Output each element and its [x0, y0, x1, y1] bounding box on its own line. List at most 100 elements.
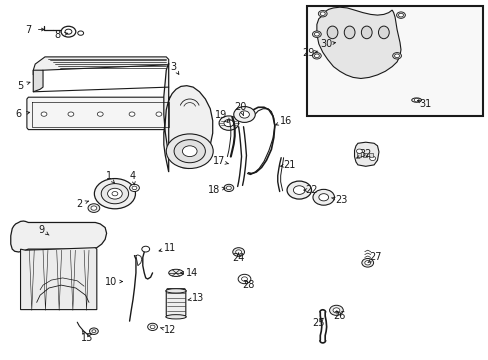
Text: 32: 32: [359, 149, 371, 159]
Circle shape: [92, 330, 96, 333]
Text: 18: 18: [207, 185, 220, 195]
Circle shape: [241, 277, 247, 281]
Ellipse shape: [312, 53, 321, 59]
Circle shape: [132, 186, 137, 190]
Circle shape: [320, 12, 325, 15]
Polygon shape: [20, 248, 97, 310]
Text: 9: 9: [39, 225, 44, 235]
Circle shape: [232, 248, 244, 256]
Circle shape: [142, 246, 149, 252]
Circle shape: [293, 186, 305, 194]
Bar: [368, 153, 372, 157]
Circle shape: [61, 26, 76, 37]
Text: 21: 21: [283, 160, 295, 170]
Circle shape: [224, 120, 233, 127]
Circle shape: [394, 54, 399, 58]
Circle shape: [101, 184, 128, 204]
Polygon shape: [27, 97, 173, 130]
Polygon shape: [33, 70, 43, 92]
Text: 23: 23: [334, 195, 347, 205]
Circle shape: [361, 258, 373, 267]
Text: 27: 27: [368, 252, 381, 262]
Circle shape: [182, 146, 197, 157]
Text: 6: 6: [16, 109, 21, 120]
Bar: [306, 6, 482, 116]
Circle shape: [312, 189, 334, 205]
Polygon shape: [166, 289, 185, 317]
Circle shape: [238, 274, 250, 284]
Circle shape: [147, 323, 157, 330]
Circle shape: [94, 179, 135, 209]
Ellipse shape: [168, 269, 183, 276]
Ellipse shape: [165, 289, 186, 293]
Circle shape: [156, 112, 162, 116]
Text: 29: 29: [301, 48, 314, 58]
Text: 20: 20: [234, 102, 246, 112]
Circle shape: [129, 184, 139, 192]
Circle shape: [89, 328, 98, 334]
Ellipse shape: [411, 98, 421, 102]
Text: 3: 3: [170, 62, 176, 72]
Ellipse shape: [344, 26, 354, 39]
Circle shape: [224, 184, 233, 192]
Circle shape: [112, 192, 118, 196]
Circle shape: [398, 13, 403, 17]
Text: 17: 17: [212, 156, 225, 166]
Circle shape: [413, 98, 418, 102]
Ellipse shape: [392, 53, 401, 59]
Circle shape: [150, 325, 155, 329]
Bar: [363, 153, 366, 157]
Circle shape: [107, 188, 122, 199]
Circle shape: [332, 308, 339, 313]
Circle shape: [314, 54, 319, 58]
Text: 1: 1: [105, 171, 111, 181]
Text: 24: 24: [232, 253, 244, 264]
Circle shape: [88, 204, 100, 212]
Text: 5: 5: [18, 81, 23, 91]
Text: 12: 12: [163, 325, 176, 336]
Ellipse shape: [396, 12, 405, 18]
Text: 13: 13: [191, 293, 204, 303]
Circle shape: [41, 112, 47, 116]
Text: 25: 25: [312, 318, 325, 328]
Polygon shape: [354, 142, 378, 166]
Ellipse shape: [318, 10, 326, 17]
Text: 2: 2: [76, 199, 82, 210]
Circle shape: [91, 206, 97, 210]
Text: 11: 11: [163, 243, 176, 253]
Circle shape: [233, 107, 255, 122]
Circle shape: [356, 149, 362, 153]
Polygon shape: [316, 7, 400, 78]
Circle shape: [286, 181, 311, 199]
Text: 14: 14: [185, 268, 198, 278]
Polygon shape: [163, 63, 212, 172]
Text: 28: 28: [242, 280, 254, 290]
Circle shape: [239, 111, 249, 118]
Circle shape: [78, 31, 83, 35]
Ellipse shape: [312, 31, 321, 37]
Bar: [357, 153, 361, 157]
Polygon shape: [33, 57, 168, 75]
Ellipse shape: [165, 315, 186, 319]
Text: 22: 22: [305, 185, 318, 195]
Text: 10: 10: [105, 276, 118, 287]
Text: 30: 30: [320, 39, 332, 49]
Text: 16: 16: [279, 116, 292, 126]
Circle shape: [129, 112, 135, 116]
Text: 15: 15: [81, 333, 93, 343]
Circle shape: [314, 32, 319, 36]
Circle shape: [219, 116, 238, 130]
Circle shape: [226, 186, 231, 190]
Text: 7: 7: [25, 24, 31, 35]
Circle shape: [364, 261, 370, 265]
Text: 8: 8: [55, 30, 61, 40]
Circle shape: [235, 250, 241, 254]
Ellipse shape: [326, 26, 337, 39]
Text: 26: 26: [333, 311, 346, 321]
Ellipse shape: [361, 26, 371, 39]
Circle shape: [97, 112, 103, 116]
Circle shape: [65, 29, 72, 34]
Circle shape: [318, 194, 328, 201]
Circle shape: [68, 112, 74, 116]
Circle shape: [329, 305, 343, 315]
